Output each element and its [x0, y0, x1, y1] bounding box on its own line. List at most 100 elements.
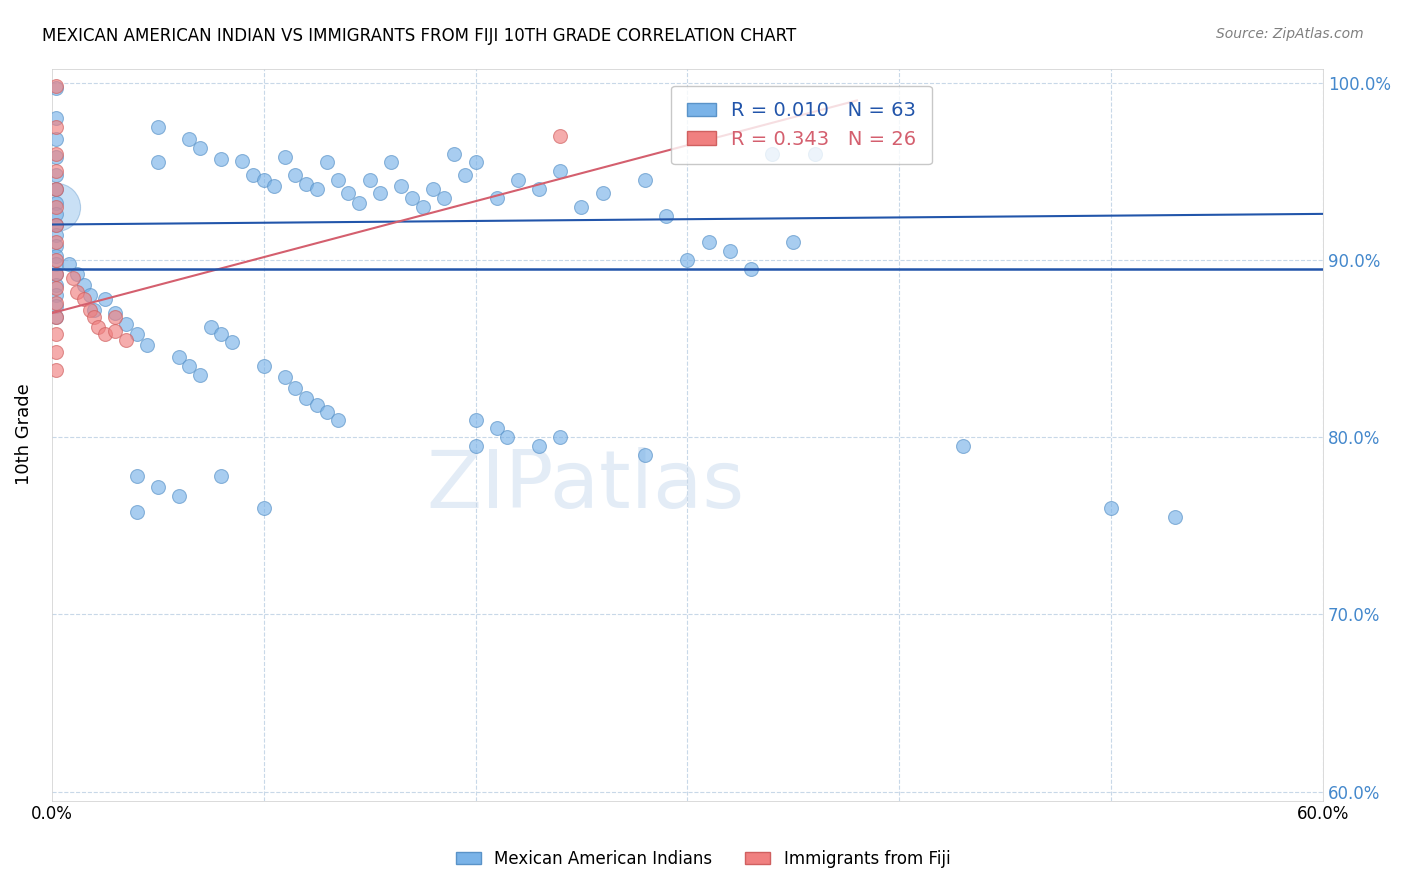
Point	[45, 200, 67, 214]
Point	[305, 182, 328, 196]
Point	[45, 235, 67, 250]
Point	[167, 351, 190, 365]
Point	[45, 120, 67, 134]
Point	[253, 173, 276, 187]
Point	[697, 235, 720, 250]
Point	[45, 310, 67, 324]
Point	[45, 295, 67, 310]
Point	[45, 207, 67, 221]
Point	[263, 178, 285, 193]
Point	[125, 469, 148, 483]
Point	[45, 168, 67, 182]
Point	[337, 186, 360, 200]
Point	[45, 363, 67, 377]
Point	[740, 261, 762, 276]
Point	[952, 439, 974, 453]
Point	[274, 150, 297, 164]
Point	[87, 320, 110, 334]
Point	[45, 150, 67, 164]
Point	[179, 132, 201, 146]
Point	[167, 489, 190, 503]
Point	[359, 173, 381, 187]
Point	[136, 338, 159, 352]
Point	[45, 79, 67, 94]
Point	[433, 191, 456, 205]
Point	[231, 153, 253, 168]
Point	[45, 277, 67, 292]
Point	[368, 186, 391, 200]
Point	[66, 267, 89, 281]
Point	[295, 177, 318, 191]
Point	[45, 111, 67, 125]
Point	[412, 200, 434, 214]
Point	[1099, 501, 1122, 516]
Point	[115, 317, 138, 331]
Point	[295, 391, 318, 405]
Point	[443, 146, 465, 161]
Point	[571, 200, 593, 214]
Point	[45, 81, 67, 95]
Point	[146, 155, 169, 169]
Point	[209, 152, 232, 166]
Point	[464, 439, 486, 453]
Point	[718, 244, 741, 259]
Y-axis label: 10th Grade: 10th Grade	[15, 384, 32, 485]
Point	[45, 288, 67, 302]
Point	[326, 173, 349, 187]
Point	[179, 359, 201, 374]
Point	[485, 191, 508, 205]
Point	[209, 469, 232, 483]
Legend: Mexican American Indians, Immigrants from Fiji: Mexican American Indians, Immigrants fro…	[449, 844, 957, 875]
Point	[326, 412, 349, 426]
Point	[104, 306, 127, 320]
Point	[485, 421, 508, 435]
Point	[45, 267, 67, 281]
Point	[464, 155, 486, 169]
Point	[1164, 510, 1187, 524]
Point	[93, 292, 115, 306]
Point	[83, 302, 105, 317]
Point	[389, 178, 412, 193]
Point	[45, 182, 67, 196]
Point	[200, 320, 222, 334]
Point	[316, 155, 339, 169]
Point	[45, 281, 67, 295]
Point	[104, 324, 127, 338]
Point	[316, 405, 339, 419]
Point	[550, 164, 572, 178]
Point	[592, 186, 614, 200]
Point	[83, 310, 105, 324]
Point	[527, 182, 550, 196]
Point	[45, 132, 67, 146]
Point	[347, 196, 370, 211]
Point	[146, 120, 169, 134]
Point	[464, 412, 486, 426]
Point	[188, 368, 211, 383]
Point	[79, 302, 101, 317]
Point	[45, 310, 67, 324]
Point	[72, 277, 94, 292]
Point	[45, 267, 67, 281]
Point	[188, 141, 211, 155]
Point	[655, 209, 678, 223]
Point	[45, 218, 67, 232]
Point	[676, 252, 699, 267]
Text: ZIPatlas: ZIPatlas	[426, 447, 745, 524]
Point	[45, 164, 67, 178]
Point	[45, 327, 67, 342]
Point	[45, 182, 67, 196]
Point	[146, 480, 169, 494]
Point	[761, 146, 783, 161]
Point	[66, 285, 89, 299]
Point	[125, 505, 148, 519]
Point	[634, 173, 657, 187]
Point	[380, 155, 402, 169]
Point	[45, 249, 67, 263]
Point	[45, 252, 67, 267]
Point	[274, 370, 297, 384]
Point	[115, 333, 138, 347]
Point	[305, 398, 328, 412]
Text: MEXICAN AMERICAN INDIAN VS IMMIGRANTS FROM FIJI 10TH GRADE CORRELATION CHART: MEXICAN AMERICAN INDIAN VS IMMIGRANTS FR…	[42, 27, 796, 45]
Legend: R = 0.010   N = 63, R = 0.343   N = 26: R = 0.010 N = 63, R = 0.343 N = 26	[671, 86, 932, 164]
Point	[242, 168, 264, 182]
